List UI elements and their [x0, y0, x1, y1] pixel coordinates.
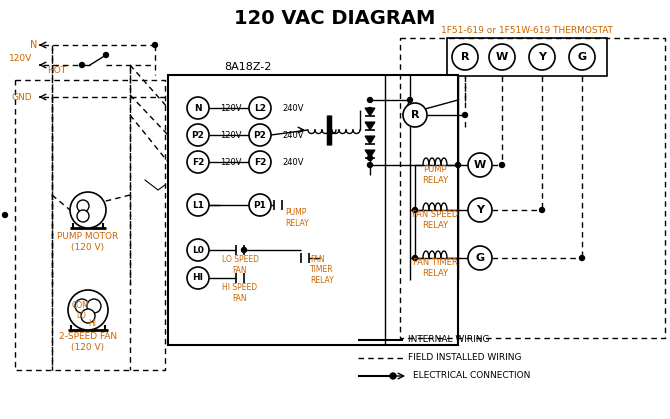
Circle shape — [249, 97, 271, 119]
Circle shape — [413, 256, 417, 261]
Text: HI: HI — [88, 318, 96, 328]
Circle shape — [452, 44, 478, 70]
Circle shape — [569, 44, 595, 70]
Circle shape — [249, 194, 271, 216]
Text: G: G — [476, 253, 484, 263]
Text: PUMP
RELAY: PUMP RELAY — [285, 208, 309, 228]
Text: N: N — [29, 40, 37, 50]
Text: 240V: 240V — [282, 130, 304, 140]
Circle shape — [462, 112, 468, 117]
Text: 120 VAC DIAGRAM: 120 VAC DIAGRAM — [234, 8, 436, 28]
Circle shape — [529, 44, 555, 70]
Text: N: N — [194, 103, 202, 112]
Polygon shape — [365, 108, 375, 116]
Text: 120V: 120V — [220, 103, 241, 112]
Circle shape — [249, 124, 271, 146]
Circle shape — [241, 248, 247, 253]
Text: 2-SPEED FAN
(120 V): 2-SPEED FAN (120 V) — [59, 332, 117, 352]
Circle shape — [187, 194, 209, 216]
Circle shape — [456, 163, 460, 168]
Circle shape — [468, 246, 492, 270]
Text: 120V: 120V — [220, 158, 241, 166]
Circle shape — [500, 163, 505, 168]
Circle shape — [103, 52, 109, 57]
Circle shape — [75, 299, 89, 313]
Circle shape — [187, 239, 209, 261]
Text: FAN SPEED
RELAY: FAN SPEED RELAY — [412, 210, 458, 230]
Text: 1F51-619 or 1F51W-619 THERMOSTAT: 1F51-619 or 1F51W-619 THERMOSTAT — [441, 26, 613, 34]
Text: FIELD INSTALLED WIRING: FIELD INSTALLED WIRING — [408, 354, 521, 362]
Text: L0: L0 — [192, 246, 204, 254]
Circle shape — [81, 309, 95, 323]
Text: COM: COM — [72, 300, 90, 310]
Circle shape — [368, 108, 373, 112]
Polygon shape — [365, 150, 375, 158]
Text: R: R — [461, 52, 469, 62]
Text: PUMP
RELAY: PUMP RELAY — [422, 166, 448, 185]
Bar — [447, 38, 607, 76]
Circle shape — [70, 192, 106, 228]
Circle shape — [187, 151, 209, 173]
Text: LO SPEED
FAN: LO SPEED FAN — [222, 255, 259, 275]
Circle shape — [153, 42, 157, 47]
Text: W: W — [474, 160, 486, 170]
Text: HI: HI — [192, 274, 204, 282]
Circle shape — [187, 267, 209, 289]
Text: INTERNAL WIRING: INTERNAL WIRING — [408, 336, 490, 344]
Circle shape — [87, 299, 101, 313]
Bar — [168, 75, 458, 345]
Circle shape — [403, 103, 427, 127]
Circle shape — [580, 256, 584, 261]
Text: L2: L2 — [254, 103, 266, 112]
Text: G: G — [578, 52, 586, 62]
Circle shape — [368, 155, 373, 160]
Text: GND: GND — [11, 93, 32, 101]
Text: HOT: HOT — [47, 65, 66, 75]
Text: 240V: 240V — [282, 158, 304, 166]
Text: FAN
TIMER
RELAY: FAN TIMER RELAY — [310, 255, 334, 285]
Circle shape — [539, 207, 545, 212]
Text: PUMP MOTOR
(120 V): PUMP MOTOR (120 V) — [58, 232, 119, 252]
Polygon shape — [365, 122, 375, 130]
Text: FAN TIMER
RELAY: FAN TIMER RELAY — [413, 258, 458, 278]
Circle shape — [3, 212, 7, 217]
Text: P1: P1 — [253, 201, 267, 210]
Circle shape — [187, 124, 209, 146]
Text: P2: P2 — [192, 130, 204, 140]
Text: 120V: 120V — [220, 130, 241, 140]
Circle shape — [68, 290, 108, 330]
Text: 8A18Z-2: 8A18Z-2 — [224, 62, 272, 72]
Circle shape — [468, 153, 492, 177]
Text: HI SPEED
FAN: HI SPEED FAN — [222, 283, 257, 303]
Text: 240V: 240V — [282, 103, 304, 112]
Text: W: W — [496, 52, 508, 62]
Text: L1: L1 — [192, 201, 204, 210]
Text: F2: F2 — [192, 158, 204, 166]
Circle shape — [489, 44, 515, 70]
Circle shape — [390, 373, 396, 379]
Circle shape — [249, 151, 271, 173]
Text: Y: Y — [538, 52, 546, 62]
Text: Y: Y — [476, 205, 484, 215]
Circle shape — [187, 97, 209, 119]
Text: R: R — [411, 110, 419, 120]
Text: 120V: 120V — [9, 54, 32, 62]
Text: LO: LO — [76, 310, 86, 320]
Text: ELECTRICAL CONNECTION: ELECTRICAL CONNECTION — [413, 372, 531, 380]
Text: F2: F2 — [254, 158, 266, 166]
Circle shape — [368, 163, 373, 168]
Circle shape — [413, 207, 417, 212]
Circle shape — [77, 210, 89, 222]
Polygon shape — [365, 136, 375, 144]
Circle shape — [368, 98, 373, 103]
Circle shape — [468, 198, 492, 222]
Circle shape — [407, 98, 413, 103]
Text: P2: P2 — [253, 130, 267, 140]
Circle shape — [80, 62, 84, 67]
Circle shape — [77, 200, 89, 212]
